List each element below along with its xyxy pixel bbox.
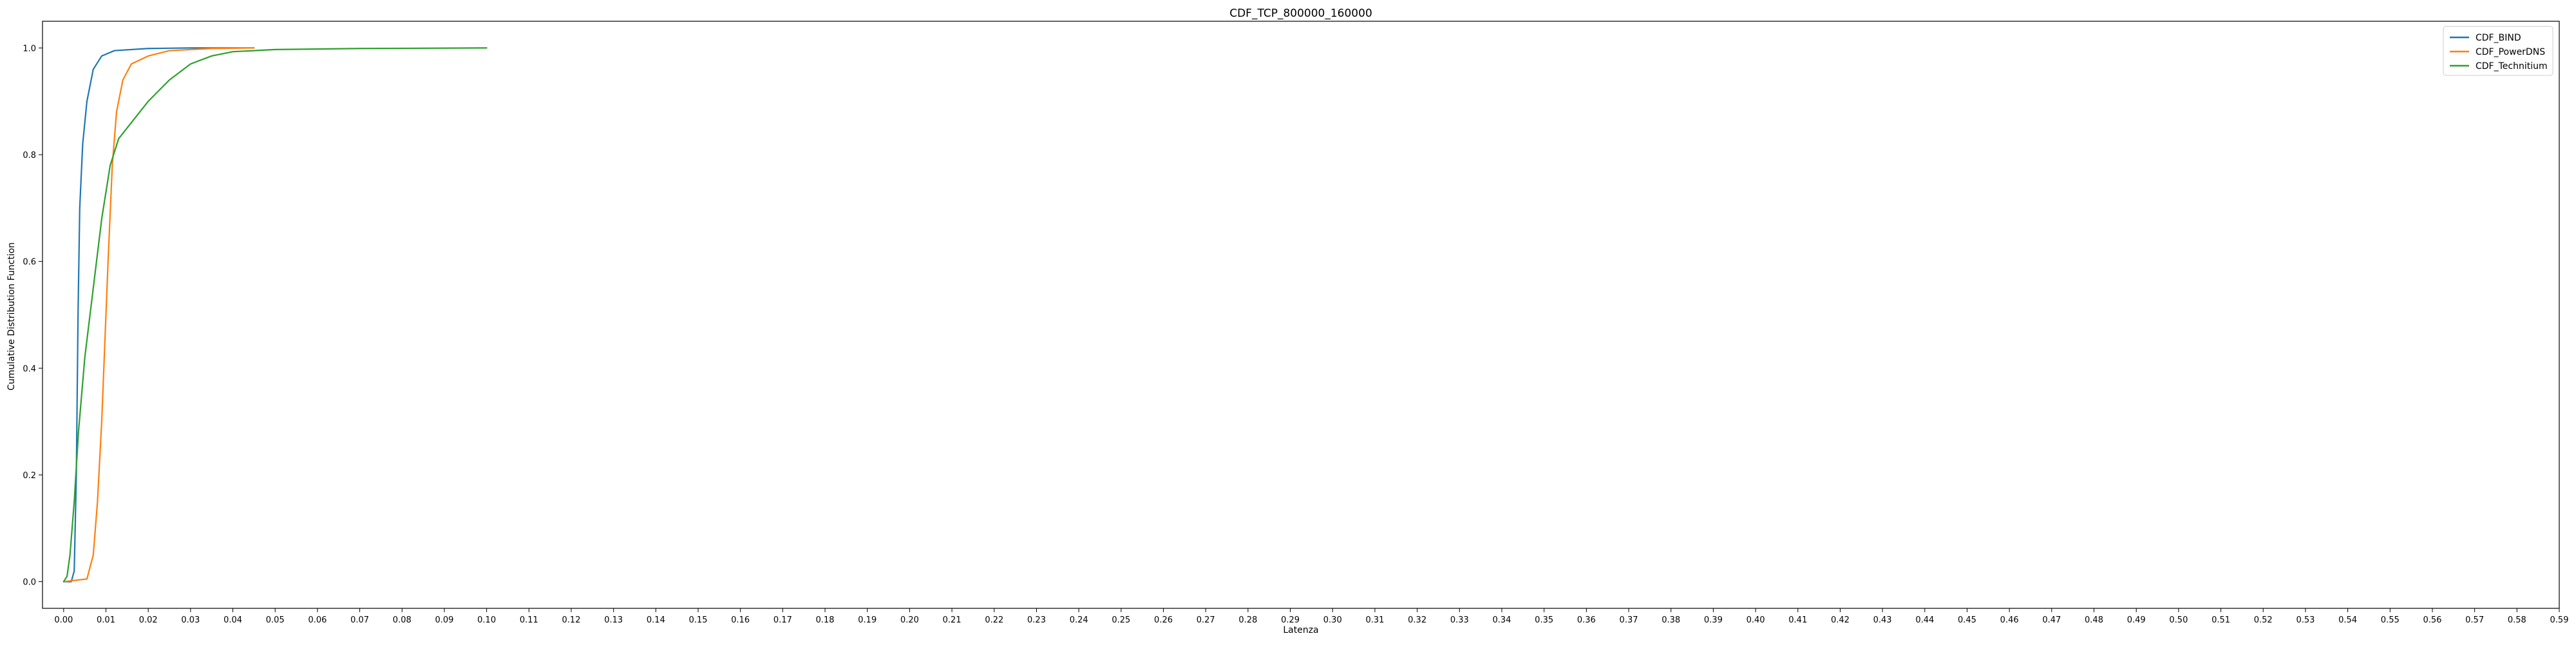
x-tick-label: 0.36	[1577, 615, 1596, 625]
x-tick-label: 0.12	[562, 615, 581, 625]
x-axis-ticks: 0.00 0.01 0.02 0.03 0.04 0.05 0.06 0.07 0.08 0.09…	[54, 608, 2568, 625]
x-tick-label: 0.31	[1365, 615, 1384, 625]
x-tick-label: 0.25	[1112, 615, 1130, 625]
y-tick-label: 0.0	[23, 578, 36, 588]
x-tick-label: 0.54	[2338, 615, 2357, 625]
y-tick-label: 0.8	[23, 151, 36, 160]
y-tick-label: 0.6	[23, 258, 36, 267]
legend-entry-label: CDF_Technitium	[2476, 61, 2548, 72]
x-tick-label: 0.53	[2296, 615, 2315, 625]
x-tick-label: 0.21	[943, 615, 961, 625]
legend-entry-label: CDF_PowerDNS	[2476, 47, 2545, 57]
x-tick-label: 0.17	[773, 615, 792, 625]
x-tick-label: 0.16	[731, 615, 750, 625]
y-tick-label: 0.4	[23, 364, 36, 374]
x-tick-label: 0.50	[2169, 615, 2188, 625]
x-tick-label: 0.37	[1620, 615, 1638, 625]
x-tick-label: 0.29	[1281, 615, 1300, 625]
series-line-cdf-bind	[62, 47, 255, 583]
x-tick-label: 0.07	[350, 615, 369, 625]
x-tick-label: 0.38	[1662, 615, 1680, 625]
x-tick-label: 0.32	[1408, 615, 1426, 625]
x-tick-label: 0.57	[2465, 615, 2484, 625]
y-tick-label: 0.2	[23, 471, 36, 481]
x-tick-label: 0.33	[1450, 615, 1469, 625]
x-tick-label: 0.11	[520, 615, 538, 625]
x-tick-label: 0.26	[1154, 615, 1173, 625]
x-axis-label: Latenza	[1283, 625, 1318, 635]
x-tick-label: 0.44	[1915, 615, 1934, 625]
x-tick-label: 0.23	[1027, 615, 1046, 625]
x-tick-label: 0.20	[900, 615, 919, 625]
legend-box	[2443, 26, 2553, 76]
x-tick-label: 0.59	[2550, 615, 2569, 625]
x-tick-label: 0.03	[181, 615, 200, 625]
y-tick-label: 1.0	[23, 44, 36, 53]
chart-title: CDF_TCP_800000_160000	[1229, 7, 1372, 20]
plot-area-frame	[42, 21, 2560, 609]
x-tick-label: 0.04	[223, 615, 242, 625]
x-tick-label: 0.46	[2000, 615, 2019, 625]
x-tick-label: 0.56	[2423, 615, 2441, 625]
x-tick-label: 0.27	[1197, 615, 1215, 625]
x-tick-label: 0.48	[2085, 615, 2103, 625]
x-tick-label: 0.18	[816, 615, 835, 625]
legend-entry-label: CDF_BIND	[2476, 33, 2521, 43]
x-tick-label: 0.10	[477, 615, 496, 625]
x-tick-label: 0.52	[2254, 615, 2273, 625]
x-tick-label: 0.22	[985, 615, 1003, 625]
x-tick-label: 0.02	[139, 615, 158, 625]
x-tick-label: 0.35	[1535, 615, 1553, 625]
x-tick-label: 0.55	[2381, 615, 2400, 625]
x-tick-label: 0.28	[1238, 615, 1257, 625]
x-tick-label: 0.08	[393, 615, 412, 625]
x-tick-label: 0.14	[647, 615, 665, 625]
x-tick-label: 0.58	[2508, 615, 2526, 625]
series-line-cdf-technitium	[62, 47, 488, 583]
x-tick-label: 0.45	[1958, 615, 1976, 625]
legend: CDF_BIND CDF_PowerDNS CDF_Technitium	[2443, 26, 2553, 76]
x-tick-label: 0.05	[266, 615, 285, 625]
x-tick-label: 0.15	[689, 615, 708, 625]
x-tick-label: 0.13	[604, 615, 623, 625]
x-tick-label: 0.43	[1873, 615, 1892, 625]
x-tick-label: 0.09	[435, 615, 453, 625]
x-tick-label: 0.24	[1070, 615, 1088, 625]
y-axis-ticks: 0.0 0.2 0.4 0.6 0.8 1.0	[23, 44, 43, 588]
series-line-cdf-powerdns	[62, 47, 255, 583]
x-tick-label: 0.01	[97, 615, 115, 625]
x-tick-label: 0.51	[2211, 615, 2230, 625]
x-tick-label: 0.30	[1323, 615, 1342, 625]
series-lines	[62, 47, 488, 583]
x-tick-label: 0.19	[858, 615, 876, 625]
x-tick-label: 0.41	[1788, 615, 1807, 625]
x-tick-label: 0.34	[1493, 615, 1511, 625]
x-tick-label: 0.47	[2042, 615, 2061, 625]
x-tick-label: 0.06	[308, 615, 327, 625]
y-axis-label: Cumulative Distribution Function	[6, 242, 17, 391]
x-tick-label: 0.40	[1747, 615, 1765, 625]
x-tick-label: 0.42	[1831, 615, 1850, 625]
x-tick-label: 0.49	[2127, 615, 2146, 625]
x-tick-label: 0.00	[54, 615, 73, 625]
x-tick-label: 0.39	[1704, 615, 1723, 625]
